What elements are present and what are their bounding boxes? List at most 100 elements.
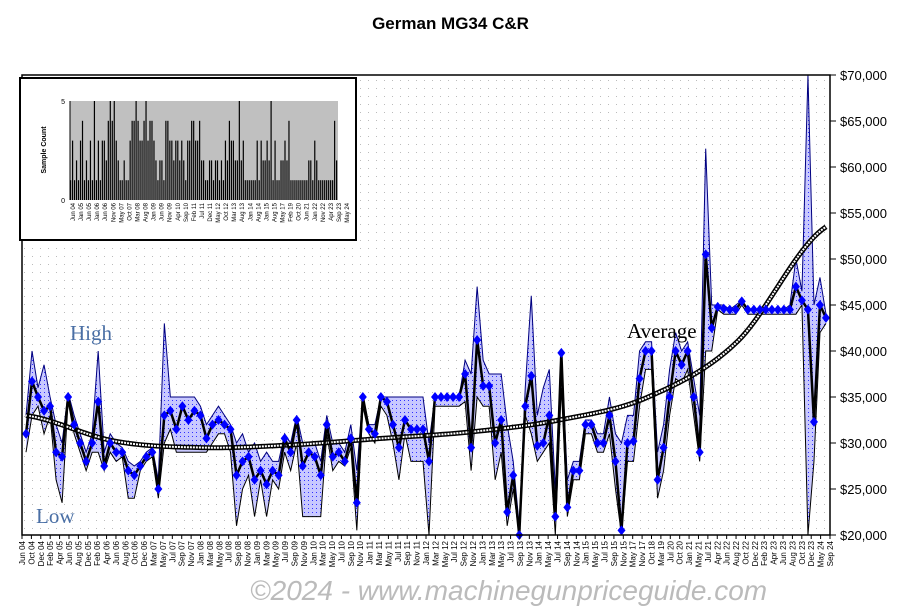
inset-bar [71,140,74,200]
inset-bar [284,140,286,200]
inset-bar [165,120,167,200]
inset-bar [208,160,211,200]
average-point [545,410,554,421]
inset-bar [278,180,280,200]
x-tick-label: May 08 [215,540,224,567]
average-point [557,347,566,358]
y-tick-label: $20,000 [840,528,887,543]
x-tick-label: Jun 22 [723,540,732,565]
average-point [382,396,391,407]
inset-bar [173,160,175,200]
average-point [563,502,572,513]
inset-y-tick-label: 5 [61,99,65,106]
inset-x-tick-label: Aug 15 [272,202,278,222]
average-point [467,442,476,453]
inset-bar [288,120,290,200]
inset-bar [181,140,183,200]
inset-x-tick-label: May 17 [281,202,287,222]
inset-bar [316,160,318,200]
x-tick-label: Jul 11 [394,540,403,561]
inset-x-tick-label: Mar 13 [232,202,238,221]
inset-bar [199,120,201,200]
x-tick-label: Aug 05 [74,540,83,566]
average-point [220,419,229,430]
average-point [575,465,584,476]
x-tick-label: May 10 [328,540,337,567]
inset-bar [238,101,240,200]
inset-bar [236,160,238,200]
average-point [232,470,241,481]
x-tick-label: Jun 05 [65,540,74,565]
average-point [635,373,644,384]
average-point [286,447,295,458]
inset-bar [169,140,171,200]
average-point [677,359,686,370]
average-point [340,456,349,467]
average-point [46,401,55,412]
average-point [665,392,674,402]
inset-bar [97,140,99,200]
inset-x-tick-label: Feb 19 [289,202,295,221]
average-point [106,438,115,448]
inset-bar [234,160,236,200]
average-point [689,392,698,402]
inset-bar [167,120,169,200]
x-tick-label: Nov 08 [243,540,252,566]
average-point [755,304,764,315]
inset-bar [240,160,242,200]
x-tick-label: May 17 [629,540,638,567]
average-point [178,401,187,412]
x-tick-label: Nov 11 [413,540,422,565]
x-tick-label: Aug 22 [732,540,741,566]
x-tick-label: Oct 18 [647,540,656,564]
inset-x-tick-label: Jun 05 [87,202,93,221]
inset-bar [248,180,250,200]
average-point [695,447,704,458]
inset-bar [75,160,78,200]
inset-bar [109,101,111,200]
inset-bar [276,180,278,200]
x-tick-label: Jul 21 [704,540,713,562]
average-point [503,507,512,517]
average-point [238,456,247,467]
average-point [388,419,397,430]
inset-bar [153,140,155,200]
inset-bar [314,140,316,200]
inset-x-tick-label: Mar 08 [135,202,141,221]
average-point [376,392,385,402]
x-tick-label: Jul 10 [337,540,346,562]
average-point [425,456,434,467]
x-tick-label: Jul 20 [666,540,675,562]
x-tick-label: Jul 14 [554,540,563,562]
average-point [647,346,656,356]
inset-bar [294,180,296,200]
average-point [298,461,307,471]
inset-bar [220,160,223,200]
x-tick-label: Sep 10 [347,540,356,566]
inset-bar [101,140,103,200]
inset-bar [272,180,274,200]
average-point [527,370,536,381]
y-tick-label: $30,000 [840,436,887,451]
average-point [713,301,722,312]
average-point [521,401,530,412]
inset-bar [89,140,92,200]
average-point [671,346,680,356]
x-tick-label: Jan 13 [478,540,487,565]
inset-x-tick-label: Feb 11 [192,202,198,221]
average-point [34,392,43,402]
inset-bar [163,180,165,200]
average-point [551,511,560,522]
average-point [431,392,440,402]
inset-bar [318,180,320,200]
average-point [767,304,776,315]
inset-bar [224,140,227,200]
x-tick-label: Oct 20 [676,540,685,564]
average-point [268,465,277,476]
x-tick-label: Jul 13 [507,540,516,562]
inset-bar [193,120,195,200]
average-point [707,323,716,333]
inset-bar [127,180,129,200]
inset-bar [302,180,304,200]
low-annotation: Low [36,504,75,528]
